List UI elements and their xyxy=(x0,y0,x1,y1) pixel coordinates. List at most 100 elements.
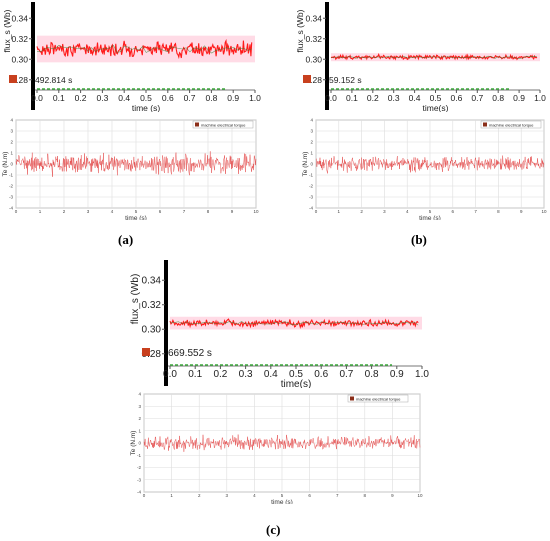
flux-x-tick-label: 0.6 xyxy=(162,93,174,103)
flux-x-tick-label: 0.7 xyxy=(471,93,483,103)
flux-y-tick-label: 0.30 xyxy=(11,54,28,64)
te-y-tick-label: -3 xyxy=(9,195,13,200)
flux-x-tick-label: 0.6 xyxy=(450,93,462,103)
te-x-tick-label: 8 xyxy=(207,209,210,214)
te-y-tick-label: 2 xyxy=(310,140,313,145)
flux-signal-secondary xyxy=(330,55,537,59)
te-x-tick-label: 0 xyxy=(15,209,18,214)
flux-x-label: time(s) xyxy=(281,379,312,388)
flux-time-marker xyxy=(9,75,17,83)
te-legend: machine electrical torque xyxy=(480,120,542,129)
flux-x-tick-label: 0.8 xyxy=(365,369,379,380)
te-x-tick-label: 7 xyxy=(336,493,339,498)
te-x-tick-label: 1 xyxy=(39,209,42,214)
flux-x-tick-label: 1.0 xyxy=(249,93,261,103)
te-x-tick-label: 4 xyxy=(253,493,256,498)
te-x-tick-label: 8 xyxy=(497,209,500,214)
flux-y-label: flux_s (Wb) xyxy=(130,274,141,325)
flux-x-tick-label: 0.4 xyxy=(118,93,130,103)
flux-time-marker xyxy=(303,75,311,83)
te-x-tick-label: 0 xyxy=(143,493,146,498)
te-x-label: time (s) xyxy=(271,499,293,504)
te-legend-box xyxy=(480,120,542,129)
flux-y-axis-bar xyxy=(325,2,329,110)
flux-x-tick-label: 0.7 xyxy=(339,369,353,380)
te-legend-swatch xyxy=(483,122,487,127)
te-x-tick-label: 9 xyxy=(520,209,523,214)
te-x-tick-label: 2 xyxy=(63,209,66,214)
te-y-tick-label: 4 xyxy=(310,118,313,123)
flux-y-tick-label: 0.32 xyxy=(11,34,28,44)
te-y-tick-label: 3 xyxy=(10,129,13,134)
flux-x-tick-label: 1.0 xyxy=(415,369,429,380)
te-y-tick-label: -1 xyxy=(309,173,313,178)
flux-y-tick-label: 0.34 xyxy=(305,13,322,23)
flux-y-tick-label: 0.30 xyxy=(305,54,322,64)
flux-y-axis-bar xyxy=(31,2,35,110)
te-x-tick-label: 4 xyxy=(406,209,409,214)
te-signal-line xyxy=(15,151,257,177)
te-y-label: Te (N.m) xyxy=(2,152,9,177)
te-y-label: Te (N.m) xyxy=(302,152,309,177)
te-legend: machine electrical torque xyxy=(192,120,254,129)
te-legend-label: machine electrical torque xyxy=(356,397,401,402)
flux-x-tick-label: 0.5 xyxy=(140,93,152,103)
te-y-tick-label: -2 xyxy=(137,465,141,470)
flux-x-label: time (s) xyxy=(132,103,161,112)
te-x-tick-label: 9 xyxy=(391,493,394,498)
flux-signal-envelope xyxy=(170,316,422,330)
te-y-tick-label: 1 xyxy=(310,151,313,156)
flux-x-tick-label: 0.3 xyxy=(96,93,108,103)
te-x-tick-label: 10 xyxy=(253,209,259,214)
te-x-tick-label: 10 xyxy=(417,493,423,498)
te-x-tick-label: 7 xyxy=(474,209,477,214)
flux-x-tick-label: 0.9 xyxy=(390,369,404,380)
te-y-tick-label: 0 xyxy=(310,162,313,167)
te-x-tick-label: 5 xyxy=(281,493,284,498)
te-x-label: time (s) xyxy=(419,215,441,220)
te-signal-line xyxy=(315,155,545,174)
te-x-tick-label: 6 xyxy=(308,493,311,498)
flux-y-label: flux_s (Wb) xyxy=(295,9,305,52)
te-y-tick-label: 1 xyxy=(138,428,141,433)
te-y-label: Te (N.m) xyxy=(130,431,137,456)
te-x-tick-label: 3 xyxy=(226,493,229,498)
flux-x-tick-label: 0.3 xyxy=(239,369,253,380)
flux-x-tick-label: 0.2 xyxy=(75,93,87,103)
te-x-tick-label: 0 xyxy=(315,209,318,214)
te-legend-swatch xyxy=(195,122,199,127)
te-x-tick-label: 2 xyxy=(198,493,201,498)
flux-x-tick-label: 0.6 xyxy=(314,369,328,380)
panel-label-b: (b) xyxy=(411,232,427,247)
flux-x-tick-label: 0.9 xyxy=(513,93,525,103)
flux-x-tick-label: 0.7 xyxy=(184,93,196,103)
te-legend-label: machine electrical torque xyxy=(201,123,246,128)
flux-y-tick-label: 0.28 xyxy=(305,75,322,85)
te-y-tick-label: 4 xyxy=(10,118,13,123)
te-signal-line xyxy=(143,434,421,452)
te-y-tick-label: -2 xyxy=(309,184,313,189)
flux-x-tick-label: 0.4 xyxy=(409,93,421,103)
te-x-tick-label: 1 xyxy=(338,209,341,214)
flux-x-tick-label: 0.0 xyxy=(325,93,337,103)
te-x-tick-label: 1 xyxy=(170,493,173,498)
te-x-tick-label: 5 xyxy=(135,209,138,214)
te-y-tick-label: 0 xyxy=(138,441,141,446)
flux-x-tick-label: 0.4 xyxy=(264,369,278,380)
flux-chart-c: 0.28 0.30 0.32 0.34 0.0 0.1 0.2 0.3 0.4 0.5 0.6 0.7… xyxy=(130,260,429,388)
flux-x-tick-label: 0.3 xyxy=(388,93,400,103)
flux-y-label: flux_s (Wb) xyxy=(2,9,12,52)
flux-x-tick-label: 0.1 xyxy=(346,93,358,103)
te-legend-swatch xyxy=(350,396,354,401)
te-y-tick-label: -4 xyxy=(9,206,13,211)
te-legend-box xyxy=(192,120,254,129)
panel-label-a: (a) xyxy=(118,232,134,247)
te-x-tick-label: 5 xyxy=(429,209,432,214)
flux-y-tick-label: 0.28 xyxy=(11,75,28,85)
flux-x-tick-label: 0.5 xyxy=(430,93,442,103)
te-y-tick-label: 3 xyxy=(138,404,141,409)
te-legend-box xyxy=(347,394,409,403)
te-y-tick-label: -1 xyxy=(9,173,13,178)
